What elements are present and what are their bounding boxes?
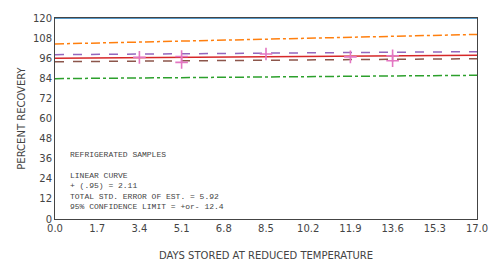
svg-text:96: 96 xyxy=(39,53,52,64)
svg-text:0.0: 0.0 xyxy=(47,223,63,234)
svg-text:3.4: 3.4 xyxy=(131,223,147,234)
svg-text:24: 24 xyxy=(39,173,52,184)
svg-text:48: 48 xyxy=(39,133,52,144)
svg-text:1.7: 1.7 xyxy=(89,223,105,234)
svg-text:0: 0 xyxy=(46,214,52,225)
svg-text:17.0: 17.0 xyxy=(466,223,488,234)
svg-text:6.8: 6.8 xyxy=(216,223,232,234)
svg-text:10.2: 10.2 xyxy=(297,223,319,234)
svg-text:DAYS STORED AT REDUCED TEMPERA: DAYS STORED AT REDUCED TEMPERATURE xyxy=(159,250,373,261)
svg-text:72: 72 xyxy=(39,93,52,104)
svg-text:60: 60 xyxy=(39,113,52,124)
svg-text:5.1: 5.1 xyxy=(174,223,190,234)
svg-text:15.3: 15.3 xyxy=(424,223,446,234)
svg-text:84: 84 xyxy=(39,73,52,84)
svg-text:120: 120 xyxy=(33,13,52,24)
svg-text:REFRIGERATED SAMPLESLINEAR CUR: REFRIGERATED SAMPLESLINEAR CURVE+ (.95) … xyxy=(70,150,224,211)
svg-text:8.5: 8.5 xyxy=(258,223,274,234)
svg-text:13.6: 13.6 xyxy=(381,223,403,234)
svg-text:11.9: 11.9 xyxy=(339,223,361,234)
svg-text:PERCENT RECOVERY: PERCENT RECOVERY xyxy=(16,66,27,169)
svg-text:12: 12 xyxy=(39,193,52,204)
svg-text:36: 36 xyxy=(39,153,52,164)
svg-text:108: 108 xyxy=(33,33,52,44)
